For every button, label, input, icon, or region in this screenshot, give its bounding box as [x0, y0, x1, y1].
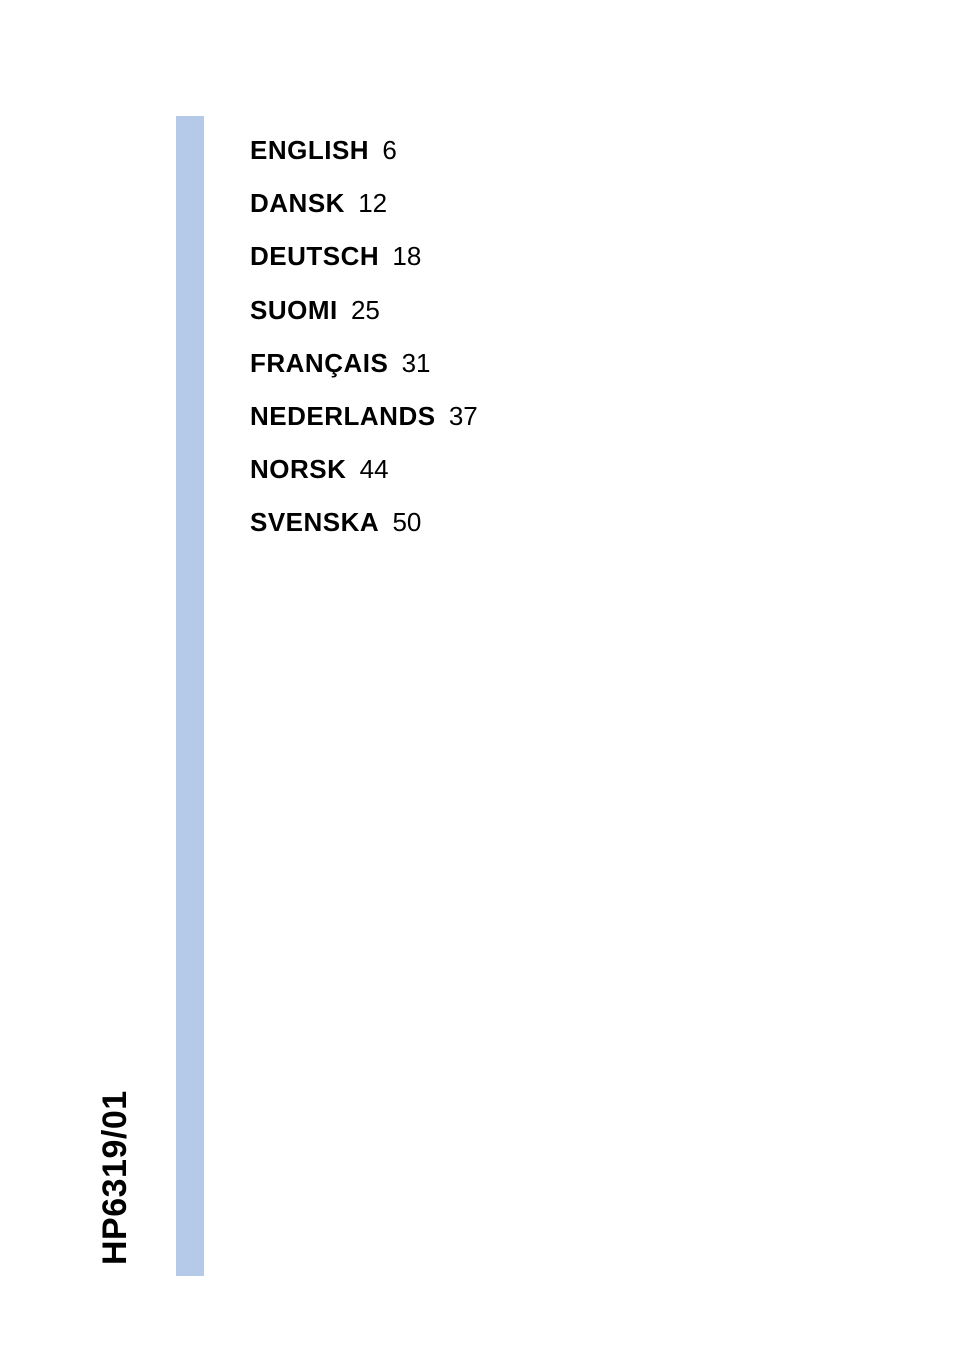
- toc-label: DANSK: [250, 188, 345, 218]
- toc-item-suomi: SUOMI 25: [250, 295, 478, 326]
- toc-item-norsk: NORSK 44: [250, 454, 478, 485]
- toc-page: 44: [360, 454, 389, 484]
- toc-label: ENGLISH: [250, 135, 369, 165]
- toc-item-dansk: DANSK 12: [250, 188, 478, 219]
- toc-page: 18: [392, 241, 421, 271]
- toc-label: SVENSKA: [250, 507, 379, 537]
- toc-label: FRANÇAIS: [250, 348, 388, 378]
- toc-page: 37: [449, 401, 478, 431]
- toc-page: 12: [358, 188, 387, 218]
- toc-page: 25: [351, 295, 380, 325]
- toc-label: NORSK: [250, 454, 346, 484]
- toc-item-francais: FRANÇAIS 31: [250, 348, 478, 379]
- toc-page: 50: [392, 507, 421, 537]
- toc-page: 6: [382, 135, 396, 165]
- toc-label: DEUTSCH: [250, 241, 379, 271]
- toc-label: NEDERLANDS: [250, 401, 436, 431]
- toc-label: SUOMI: [250, 295, 338, 325]
- toc-item-nederlands: NEDERLANDS 37: [250, 401, 478, 432]
- toc-item-english: ENGLISH 6: [250, 135, 478, 166]
- toc-item-svenska: SVENSKA 50: [250, 507, 478, 538]
- toc-item-deutsch: DEUTSCH 18: [250, 241, 478, 272]
- model-number: HP6319/01: [96, 1090, 135, 1265]
- vertical-accent-bar: [176, 116, 204, 1276]
- table-of-contents: ENGLISH 6 DANSK 12 DEUTSCH 18 SUOMI 25 F…: [250, 135, 478, 561]
- toc-page: 31: [402, 348, 431, 378]
